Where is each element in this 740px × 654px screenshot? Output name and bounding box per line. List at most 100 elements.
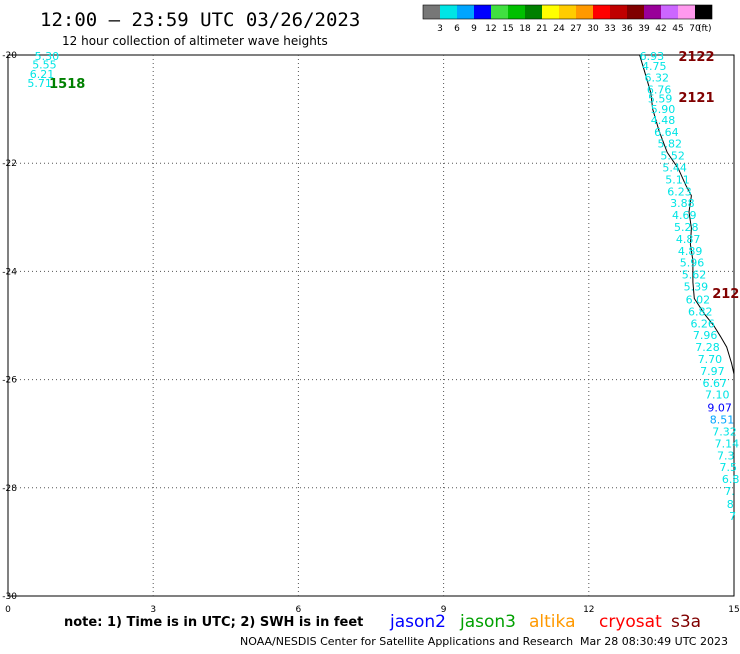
x-tick-label: 15: [728, 605, 739, 615]
legend-label: 33: [604, 24, 615, 34]
wave-height-label: 6.32: [644, 72, 669, 85]
legend-unit: (ft): [698, 24, 712, 34]
wave-height-label: 5.11: [665, 173, 690, 186]
wave-height-label: 6.76: [647, 84, 672, 97]
y-tick-label: -28: [2, 484, 17, 494]
wave-height-label: 6.64: [654, 126, 679, 139]
wave-height-label: 6.23: [667, 185, 692, 198]
wave-height-label: 7.97: [700, 365, 725, 378]
x-tick-label: 6: [296, 605, 302, 615]
wave-height-label: 5.96: [680, 257, 705, 270]
legend-label: 27: [570, 24, 581, 34]
legend-label: 30: [587, 24, 599, 34]
plot-frame: [7, 54, 735, 597]
legend-swatch: [440, 5, 457, 19]
legend-label: 18: [519, 24, 531, 34]
wave-height-label: 8: [727, 498, 734, 511]
wave-height-label: 4.48: [651, 114, 676, 127]
legend-swatch: [695, 5, 712, 19]
legend-swatch: [678, 5, 695, 19]
wave-height-label: 6.02: [686, 294, 711, 307]
legend-label: 39: [638, 24, 650, 34]
y-tick-label: -20: [2, 51, 17, 61]
legend-swatch: [644, 5, 661, 19]
wave-height-label: 7.5: [719, 461, 737, 474]
wave-height-label: 4.89: [678, 245, 703, 258]
wave-height-label: 4.75: [642, 60, 667, 73]
wave-height-label: 7.32: [712, 426, 737, 439]
legend-label: 21: [536, 24, 547, 34]
wave-height-label: 5.44: [662, 162, 687, 175]
coastline: [639, 54, 735, 391]
wave-height-label: 9.07: [707, 402, 732, 415]
x-tick-label: 0: [5, 605, 11, 615]
legend-swatch: [610, 5, 627, 19]
wave-height-label: 3.88: [670, 197, 695, 210]
legend-swatch: [627, 5, 644, 19]
satellite-name: cryosat: [599, 612, 662, 632]
legend-label: 9: [471, 24, 477, 34]
wave-height-label: 5.62: [682, 269, 707, 282]
legend-frame: [422, 4, 713, 20]
legend-label: 70: [689, 24, 701, 34]
axis-ticks: 0 3 6 9 12 15 -20 -22 -24 -26 -28 -30: [2, 51, 739, 615]
wave-height-label: 7.14: [715, 437, 740, 450]
legend-swatch: [525, 5, 542, 19]
satellite-name: jason3: [459, 612, 516, 632]
wave-height-label: 6.26: [690, 317, 715, 330]
wave-height-label: 8.51: [710, 414, 735, 427]
footer-credit: NOAA/NESDIS Center for Satellite Applica…: [240, 635, 573, 648]
wave-height-label: 6.21: [30, 68, 54, 81]
y-tick-label: -22: [2, 159, 17, 169]
wave-height-label: 7.28: [695, 341, 720, 354]
legend-label: 6: [454, 24, 460, 34]
wave-height-label: 4.87: [676, 233, 701, 246]
wave-height-label: 5.30: [35, 50, 60, 63]
chart-subtitle: 12 hour collection of altimeter wave hei…: [62, 34, 328, 48]
y-tick-label: -26: [2, 376, 17, 386]
legend-swatch: [542, 5, 559, 19]
time-label: 2120: [712, 287, 740, 302]
time-label: 1518: [49, 77, 85, 92]
plot-grid: [8, 55, 734, 596]
satellite-name: altika: [529, 612, 576, 632]
x-tick-label: 3: [150, 605, 156, 615]
satellite-name: s3a: [671, 612, 701, 632]
wave-height-label: 6.82: [688, 305, 713, 318]
legend-label: 15: [502, 24, 513, 34]
satellite-name: jason2: [389, 612, 446, 632]
wave-height-label: 5.59: [648, 92, 673, 105]
x-tick-label: 9: [441, 605, 447, 615]
legend-swatch: [593, 5, 610, 19]
wave-height-label: 7: [729, 510, 736, 523]
y-tick-label: -24: [2, 267, 17, 277]
legend-label: 12: [485, 24, 496, 34]
footer-timestamp: Mar 28 08:30:49 UTC 2023: [580, 635, 728, 648]
wave-height-label: 7.3: [717, 449, 735, 462]
wave-height-label: 7.70: [698, 353, 723, 366]
legend-swatch: [423, 5, 440, 19]
wave-height-label: 4.69: [672, 209, 697, 222]
legend-swatch: [661, 5, 678, 19]
legend-label: 42: [655, 24, 666, 34]
wave-height-label: 6.8: [722, 473, 740, 486]
wave-height-label: 6.67: [703, 377, 728, 390]
wave-height-label: 5.52: [660, 150, 685, 163]
legend-swatch: [576, 5, 593, 19]
x-tick-label: 12: [583, 605, 594, 615]
wave-height-label: 7.96: [693, 329, 718, 342]
plot-marks: 5.305.556.215.71 6.934.756.326.765.595.90…: [27, 50, 740, 523]
wave-height-label: 5.82: [658, 138, 683, 151]
chart-title: 12:00 – 23:59 UTC 03/26/2023: [40, 9, 360, 31]
color-legend: 3 6 9 12 15 18 21 24 27 30 33 36 39 42 45 70(ft): [422, 4, 713, 34]
legend-label: 45: [672, 24, 683, 34]
time-label: 2121: [678, 91, 714, 106]
legend-swatch: [491, 5, 508, 19]
legend-label: 36: [621, 24, 633, 34]
legend-label: 24: [553, 24, 565, 34]
wave-height-label: 5.90: [651, 103, 676, 116]
legend-swatch: [457, 5, 474, 19]
legend-swatch: [508, 5, 525, 19]
